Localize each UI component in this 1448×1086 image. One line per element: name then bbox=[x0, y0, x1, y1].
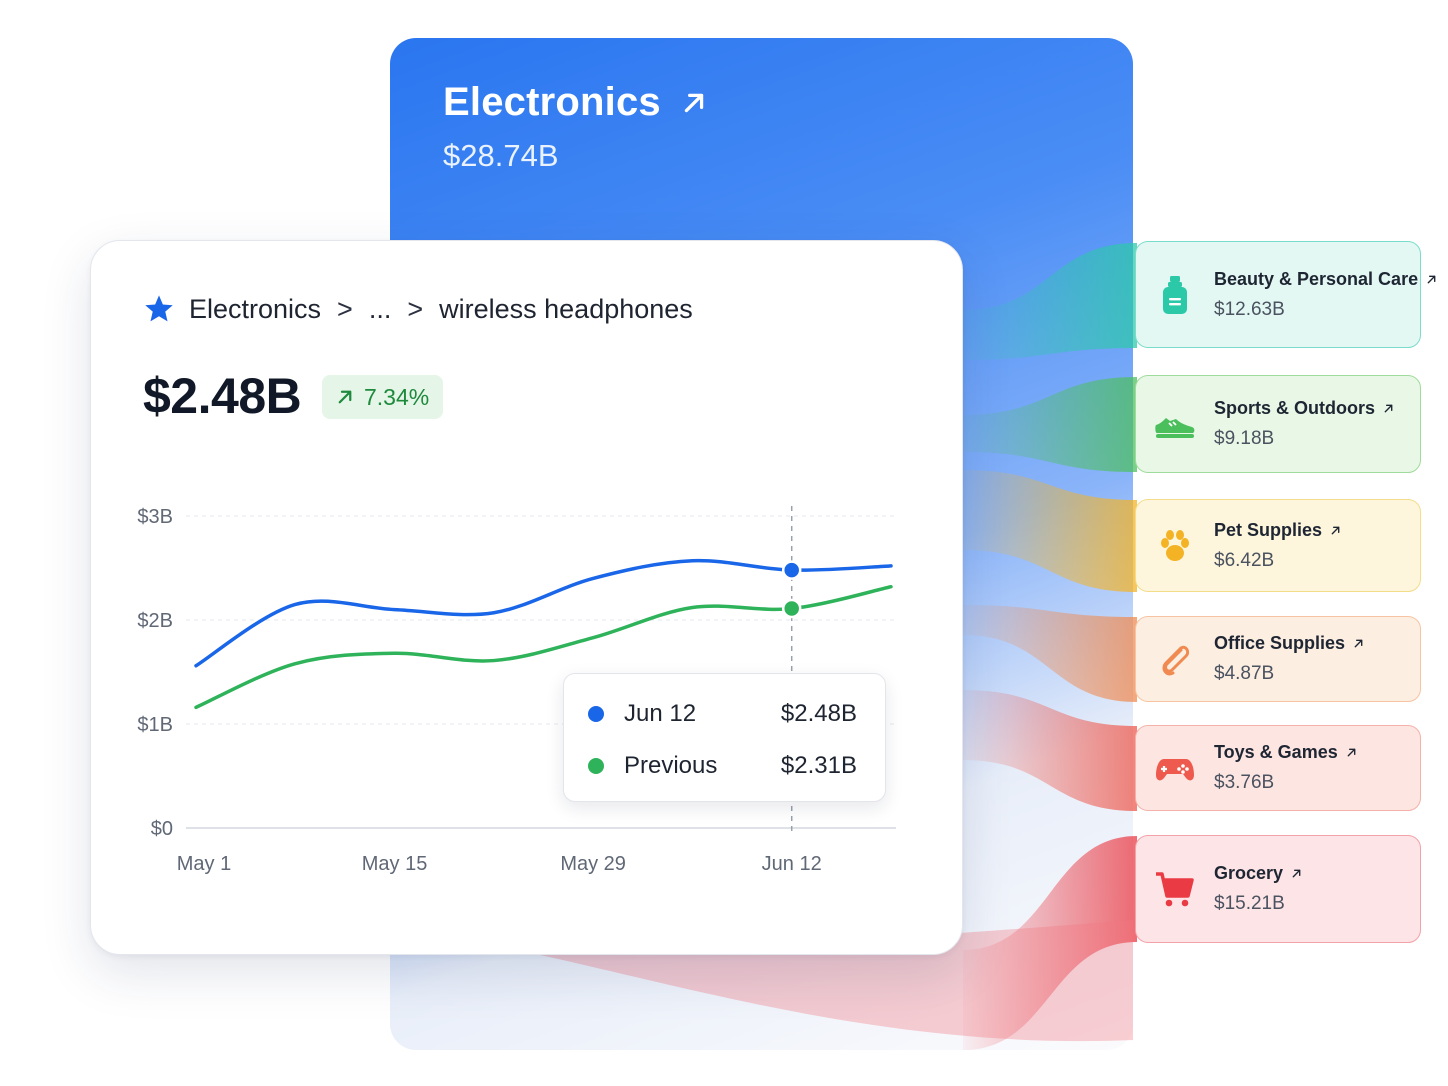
tooltip-value: $2.48B bbox=[780, 700, 857, 727]
paperclip-icon bbox=[1154, 638, 1196, 680]
tooltip-label: Jun 12 bbox=[624, 700, 697, 727]
breadcrumb-ellipsis[interactable]: ... bbox=[368, 293, 392, 324]
tooltip-row-previous: Previous $2.31B bbox=[588, 752, 857, 780]
arrow-up-right-icon[interactable] bbox=[1291, 868, 1302, 879]
category-label: Toys & Games bbox=[1214, 742, 1338, 762]
y-tick-label: $1B bbox=[137, 714, 173, 736]
arrow-up-right-icon[interactable] bbox=[681, 90, 707, 116]
category-card-beauty-personal-care[interactable]: Beauty & Personal Care $12.63B bbox=[1135, 241, 1436, 348]
category-card-office-supplies[interactable]: Office Supplies $4.87B bbox=[1135, 616, 1421, 702]
subcategory-value: $2.48B bbox=[143, 368, 302, 424]
category-value: $9.18B bbox=[1214, 428, 1275, 449]
category-card-grocery[interactable]: Grocery $15.21B bbox=[1135, 835, 1421, 943]
category-text: Pet Supplies $6.42B bbox=[1214, 520, 1341, 572]
category-value: $4.87B bbox=[1214, 663, 1275, 684]
category-label: Grocery bbox=[1214, 863, 1284, 883]
y-tick-label: $2B bbox=[137, 610, 173, 632]
change-percent: 7.34% bbox=[364, 383, 430, 410]
category-name: Pet Supplies bbox=[1214, 520, 1341, 541]
category-label: Office Supplies bbox=[1214, 633, 1346, 653]
category-name: Sports & Outdoors bbox=[1214, 398, 1394, 419]
y-tick-label: $0 bbox=[151, 818, 173, 840]
electronics-value: $28.74B bbox=[443, 138, 559, 173]
x-tick-label: Jun 12 bbox=[762, 853, 822, 875]
category-value: $3.76B bbox=[1214, 772, 1275, 793]
tooltip-label: Previous bbox=[624, 752, 718, 779]
category-name: Toys & Games bbox=[1214, 742, 1357, 763]
category-text: Sports & Outdoors $9.18B bbox=[1214, 398, 1394, 450]
category-card-sports-outdoors[interactable]: Sports & Outdoors $9.18B bbox=[1135, 375, 1421, 473]
arrow-up-right-icon bbox=[336, 388, 354, 406]
breadcrumb-separator: > bbox=[407, 293, 424, 324]
cart-icon bbox=[1154, 868, 1196, 910]
series-dot-current bbox=[588, 706, 604, 722]
category-name: Beauty & Personal Care bbox=[1214, 269, 1437, 290]
arrow-up-right-icon[interactable] bbox=[1330, 525, 1341, 536]
category-label: Pet Supplies bbox=[1214, 519, 1323, 540]
tooltip-row-current: Jun 12 $2.48B bbox=[588, 700, 857, 728]
arrow-up-right-icon[interactable] bbox=[1383, 403, 1394, 414]
category-text: Grocery $15.21B bbox=[1214, 863, 1302, 915]
y-tick-label: $3B bbox=[137, 506, 173, 528]
series-point-0 bbox=[781, 560, 802, 580]
bottle-icon bbox=[1154, 274, 1196, 316]
chart-tooltip: Jun 12 $2.48B Previous $2.31B bbox=[563, 673, 886, 802]
category-value: $15.21B bbox=[1214, 893, 1285, 914]
x-tick-label: May 15 bbox=[362, 853, 428, 875]
arrow-up-right-icon[interactable] bbox=[1353, 638, 1364, 649]
category-value: $6.42B bbox=[1214, 549, 1275, 571]
breadcrumb-current: wireless headphones bbox=[439, 293, 693, 324]
breadcrumb-separator: > bbox=[337, 293, 353, 324]
category-text: Office Supplies $4.87B bbox=[1214, 633, 1364, 685]
x-tick-label: May 1 bbox=[177, 853, 231, 875]
x-tick-label: May 29 bbox=[560, 853, 626, 875]
line-chart[interactable]: $0 $1B $2B $3B May 1 May 15 May 29 Jun 12 bbox=[91, 241, 964, 956]
star-icon[interactable] bbox=[143, 293, 175, 325]
gamepad-icon bbox=[1154, 747, 1196, 789]
category-label: Beauty & Personal Care bbox=[1214, 268, 1419, 289]
category-card-toys-games[interactable]: Toys & Games $3.76B bbox=[1135, 725, 1421, 811]
electronics-title: Electronics bbox=[443, 80, 661, 124]
arrow-up-right-icon[interactable] bbox=[1426, 274, 1437, 285]
category-name: Grocery bbox=[1214, 863, 1302, 884]
category-name: Office Supplies bbox=[1214, 633, 1364, 654]
breadcrumb: Electronics > ... > wireless headphones bbox=[143, 293, 693, 325]
series-point-1 bbox=[781, 598, 802, 619]
tooltip-value: $2.31B bbox=[780, 752, 857, 779]
arrow-up-right-icon[interactable] bbox=[1346, 747, 1357, 758]
series-line-0 bbox=[194, 558, 893, 668]
category-text: Beauty & Personal Care $12.63B bbox=[1214, 269, 1437, 321]
category-card-pet-supplies[interactable]: Pet Supplies $6.42B bbox=[1135, 499, 1421, 592]
breadcrumb-root[interactable]: Electronics bbox=[189, 293, 322, 324]
sneaker-icon bbox=[1154, 403, 1196, 445]
paw-icon bbox=[1154, 525, 1196, 567]
category-label: Sports & Outdoors bbox=[1214, 398, 1375, 418]
category-text: Toys & Games $3.76B bbox=[1214, 742, 1357, 794]
series-dot-previous bbox=[588, 758, 604, 774]
series-line-1 bbox=[194, 584, 893, 710]
category-value: $12.63B bbox=[1214, 298, 1285, 320]
electronics-title-row: Electronics bbox=[443, 80, 707, 125]
subcategory-chart-card: Electronics > ... > wireless headphones … bbox=[90, 240, 963, 955]
change-badge: 7.34% bbox=[322, 375, 444, 419]
